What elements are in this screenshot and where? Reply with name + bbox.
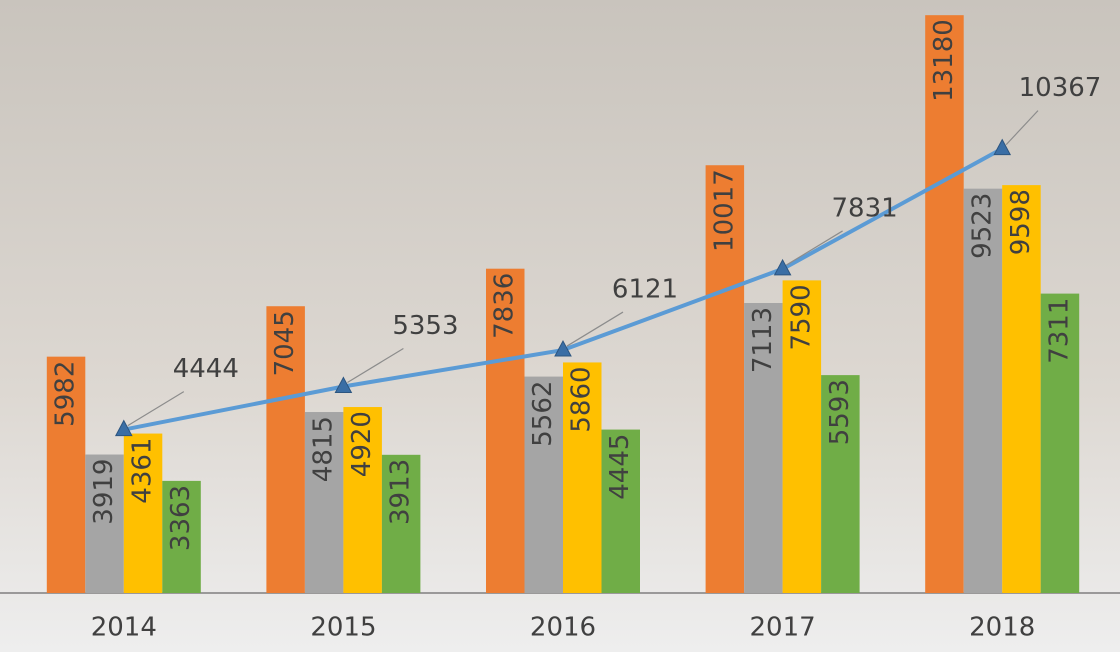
bar-value-label: 9598 xyxy=(1006,189,1036,255)
bar xyxy=(821,375,860,593)
line-value-label: 7831 xyxy=(832,193,898,223)
leader-line xyxy=(786,230,843,266)
bar-value-label: 13180 xyxy=(929,19,959,102)
bar-value-label: 7311 xyxy=(1044,298,1074,364)
bar-value-label: 4361 xyxy=(128,438,158,504)
bar-value-label: 3919 xyxy=(89,459,119,525)
leader-line xyxy=(566,311,624,347)
bar-value-label: 5562 xyxy=(528,381,558,447)
bar xyxy=(563,362,602,593)
bar xyxy=(963,188,1003,593)
bar xyxy=(705,165,745,593)
bar-value-label: 7836 xyxy=(490,273,520,339)
bar xyxy=(486,268,525,593)
bar-value-label: 4920 xyxy=(347,411,377,477)
bar-value-label: 5593 xyxy=(825,379,855,445)
bar-value-label: 7113 xyxy=(748,307,778,373)
bar xyxy=(304,412,344,593)
bar xyxy=(524,376,563,593)
leader-line xyxy=(127,391,185,427)
bar xyxy=(46,356,86,593)
bar xyxy=(381,454,421,593)
x-tick-label: 2018 xyxy=(969,613,1035,643)
bar-value-label: 4445 xyxy=(605,434,635,500)
line-marker xyxy=(773,258,792,276)
bar xyxy=(123,433,163,593)
bar-value-label: 5982 xyxy=(51,361,81,427)
bar xyxy=(1040,293,1080,593)
bar xyxy=(162,480,201,593)
bar-value-label: 4815 xyxy=(309,416,339,482)
line-marker xyxy=(334,376,353,393)
bar xyxy=(744,302,783,593)
bar-value-label: 5860 xyxy=(567,366,597,432)
line-marker xyxy=(993,138,1012,156)
bar xyxy=(266,306,305,593)
leader-line xyxy=(347,347,404,384)
line-value-label: 10367 xyxy=(1019,73,1102,103)
line-marker xyxy=(554,339,572,357)
bar-value-label: 3363 xyxy=(166,485,196,551)
bar-value-label: 10017 xyxy=(709,169,739,252)
x-tick-label: 2015 xyxy=(310,613,376,643)
x-tick-label: 2016 xyxy=(530,613,596,643)
bar xyxy=(85,454,124,593)
line-value-label: 5353 xyxy=(392,311,458,341)
bar xyxy=(343,407,382,593)
bar-value-label: 7045 xyxy=(270,310,300,376)
leader-line xyxy=(1005,110,1039,146)
x-tick-label: 2017 xyxy=(750,613,816,643)
x-tick-label: 2014 xyxy=(91,613,157,643)
bar xyxy=(782,280,822,593)
bar-value-label: 3913 xyxy=(386,459,416,525)
line-marker xyxy=(114,419,133,437)
bar xyxy=(601,429,640,593)
bar-value-label: 9523 xyxy=(967,193,997,259)
line-value-label: 4444 xyxy=(173,354,239,384)
line-value-label: 6121 xyxy=(612,275,678,305)
bar xyxy=(925,15,964,594)
bar-value-label: 7590 xyxy=(786,284,816,350)
bar xyxy=(1002,185,1041,593)
